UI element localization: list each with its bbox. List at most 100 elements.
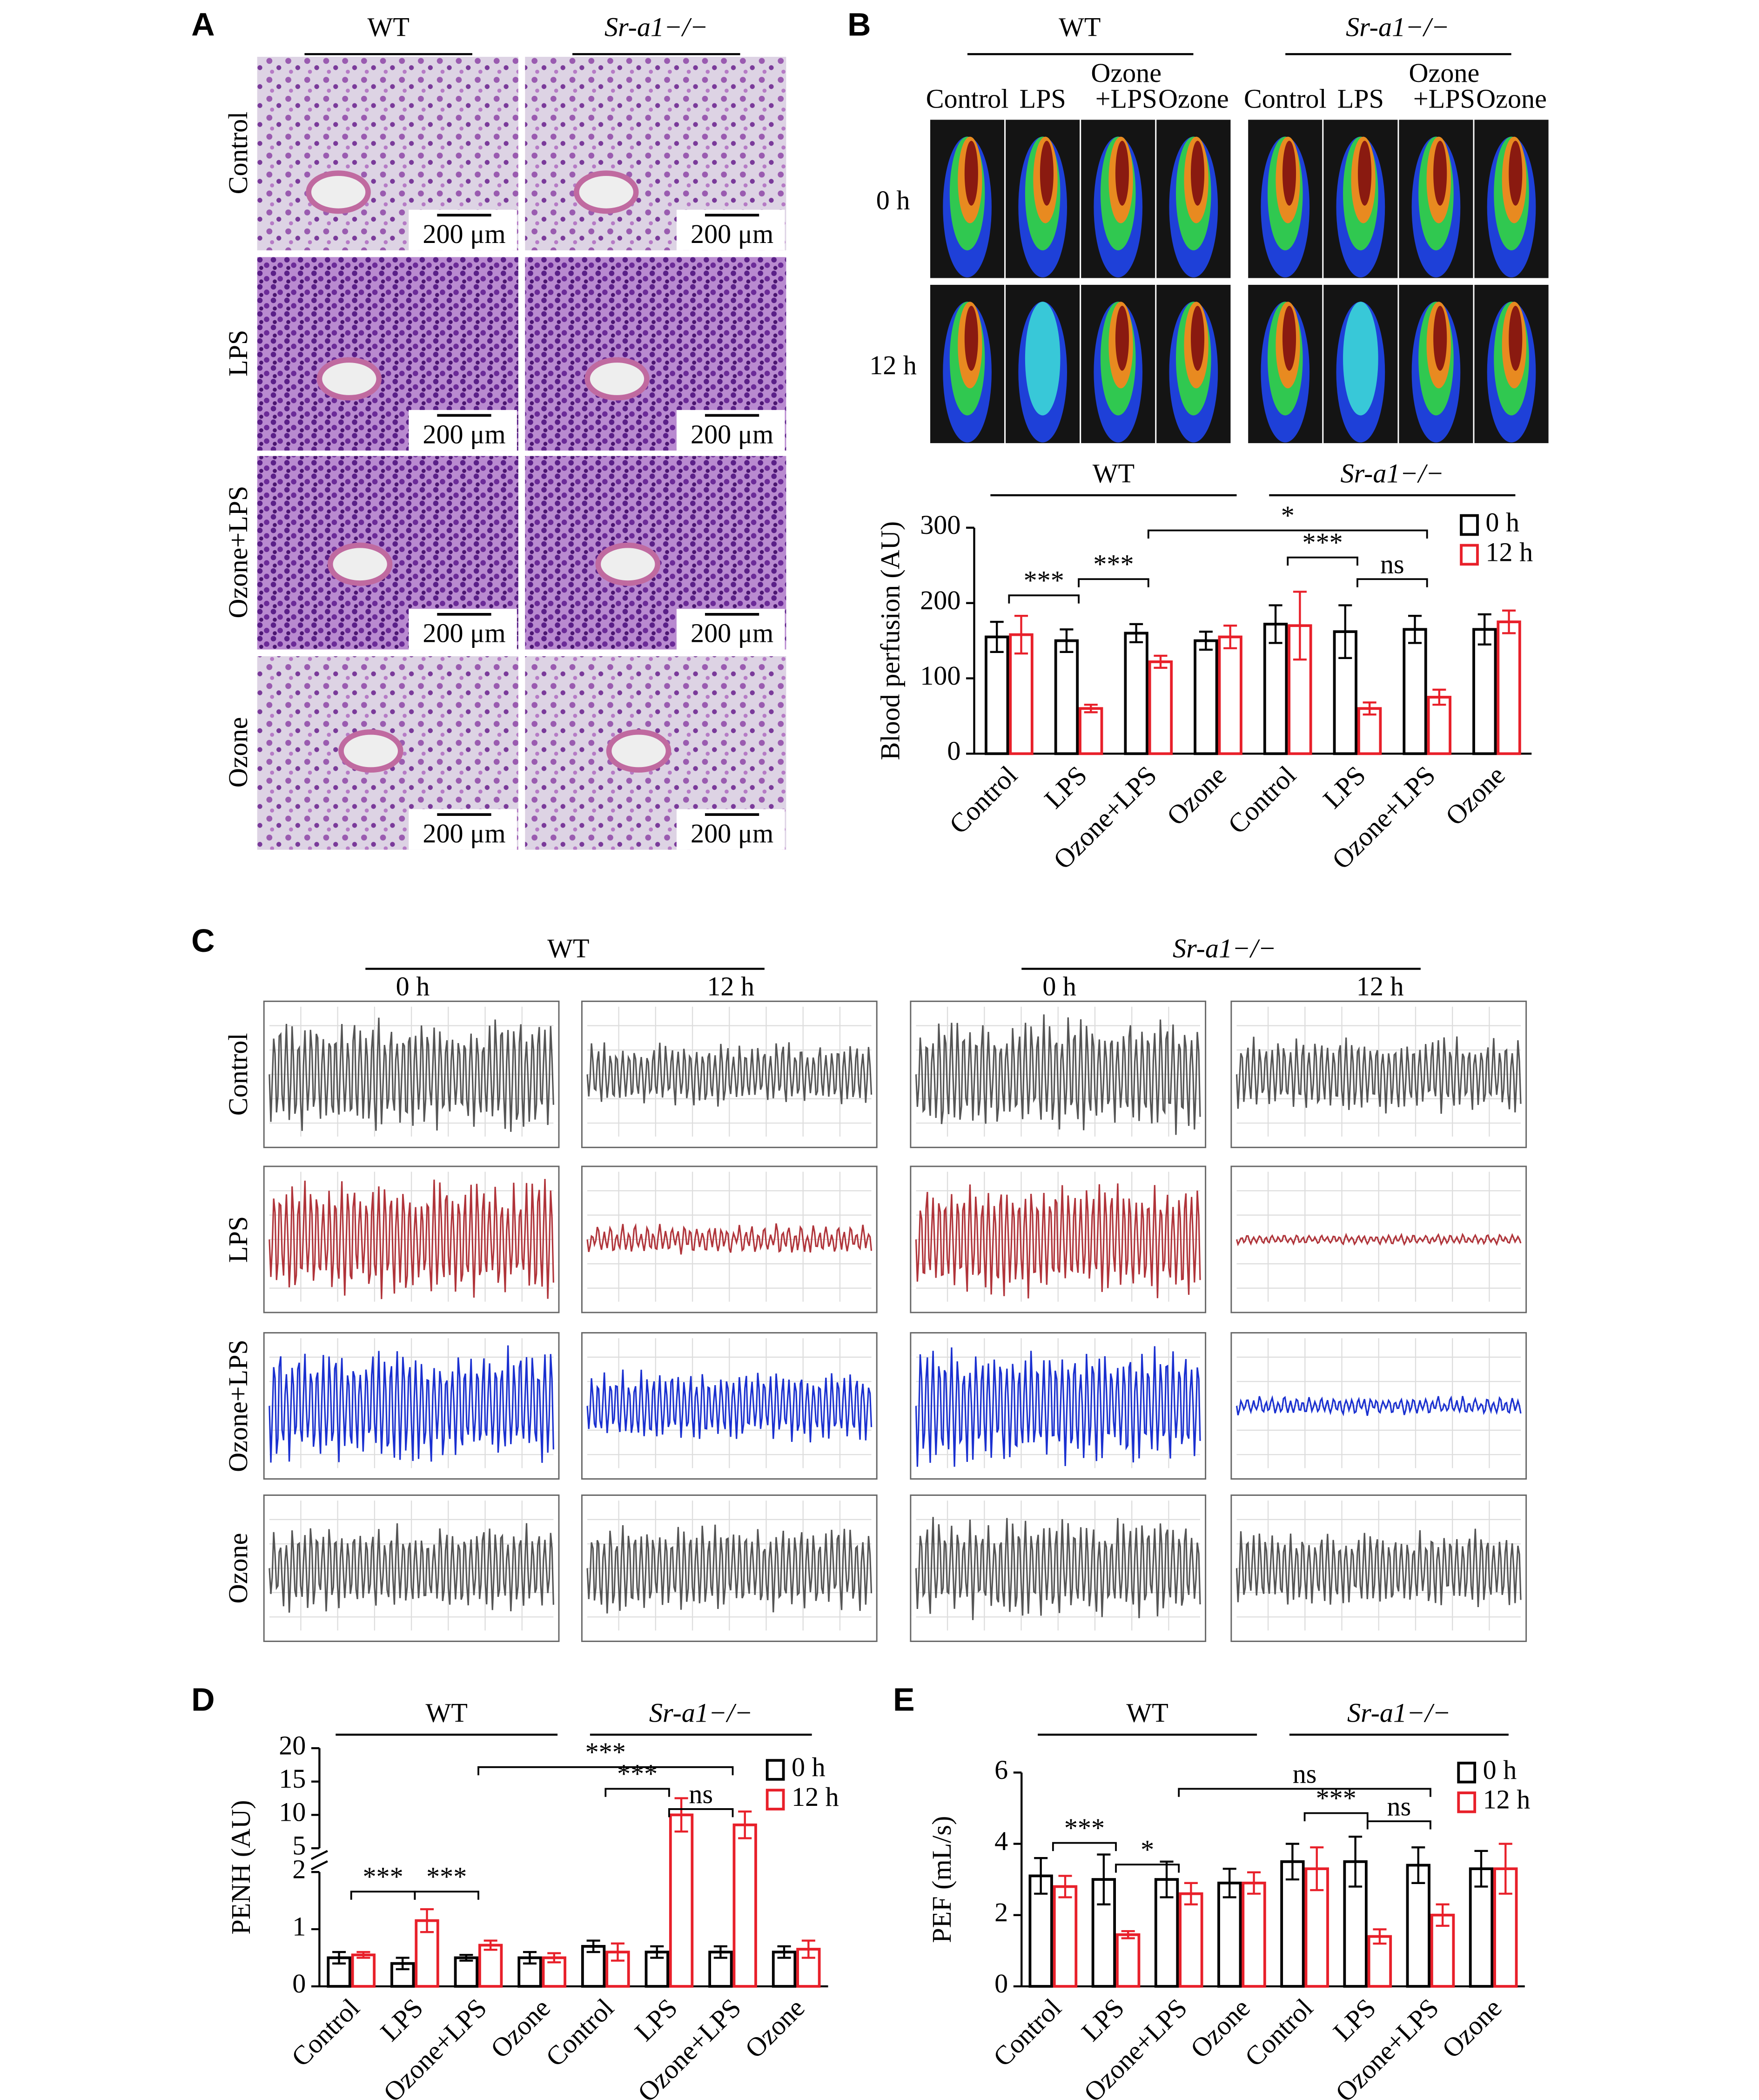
scale-label: 200 μm: [691, 618, 773, 648]
perfusion-green: [1025, 302, 1061, 416]
airway: [338, 729, 403, 773]
bar: [732, 1823, 757, 1988]
significance-label: ***: [617, 1759, 658, 1789]
column-header: WT: [367, 12, 409, 42]
airway: [327, 542, 393, 586]
significance-label: ***: [585, 1737, 626, 1767]
legend-swatch: [765, 1759, 785, 1781]
bar: [1116, 1933, 1141, 1988]
perfusion-red: [1040, 141, 1054, 206]
scale-label: 200 μm: [423, 419, 505, 449]
x-tick-label: LPS: [375, 1992, 429, 2047]
error-bar: [1199, 630, 1213, 651]
bar: [1357, 707, 1382, 755]
y-tick-label: 0: [947, 736, 960, 766]
significance-label: ***: [1064, 1813, 1105, 1843]
significance-bracket: [668, 1808, 734, 1817]
perfusion-red: [1509, 306, 1523, 371]
error-bar: [1222, 1867, 1236, 1898]
y-axis-label: Blood perfusion (AU): [875, 521, 905, 760]
error-bar: [483, 1939, 497, 1951]
significance-bracket: [1303, 1812, 1369, 1822]
legend-label: 12 h: [792, 1782, 839, 1812]
error-bar: [1408, 614, 1422, 644]
row-label: Control: [223, 112, 253, 195]
trace: [1235, 1395, 1522, 1417]
y-axis-label: PENH (AU): [226, 1800, 256, 1934]
bar: [669, 1813, 694, 1988]
condition-label: Ozone: [1091, 58, 1161, 88]
y-tick-label: 200: [920, 585, 960, 615]
error-bar: [1338, 604, 1352, 659]
bar: [1367, 1935, 1392, 1988]
x-tick-label: LPS: [1327, 1992, 1382, 2047]
significance-label: ns: [1293, 1759, 1317, 1789]
error-bar: [1269, 604, 1282, 644]
legend-label: 12 h: [1485, 537, 1533, 567]
error-bar: [1474, 1850, 1488, 1888]
scale-label: 200 μm: [691, 219, 773, 249]
legend-swatch: [1460, 544, 1479, 566]
trace: [586, 1223, 873, 1255]
error-bar: [1411, 1846, 1425, 1884]
legend-swatch: [1457, 1791, 1477, 1813]
x-tick-label: Control: [540, 1992, 620, 2073]
y-tick-label: 15: [279, 1763, 306, 1794]
group-header: Sr-a1−/−: [1347, 1698, 1451, 1728]
group-header: WT: [426, 1698, 468, 1728]
perfusion-red: [1433, 306, 1447, 371]
x-tick-label: Control: [943, 760, 1023, 840]
bar: [1472, 628, 1497, 755]
y-tick-label: 6: [994, 1755, 1008, 1785]
bar: [1179, 1892, 1203, 1988]
error-bar: [1436, 1903, 1450, 1927]
time-label: 12 h: [707, 971, 754, 1002]
error-bar: [1502, 609, 1516, 634]
bar: [517, 1956, 542, 1988]
row-label: Ozone: [223, 717, 253, 788]
error-bar: [1121, 1930, 1135, 1939]
error-bar: [674, 1797, 688, 1833]
scale-label: 200 μm: [423, 818, 505, 848]
significance-label: ***: [1316, 1783, 1356, 1813]
significance-bracket: [1366, 1820, 1431, 1830]
airway: [606, 729, 671, 773]
error-bar: [1154, 654, 1168, 669]
significance-label: ***: [426, 1861, 467, 1891]
error-bar: [1285, 1843, 1299, 1881]
condition-label: LPS: [1020, 83, 1066, 114]
trace: [915, 1346, 1201, 1467]
x-tick-label: Ozone: [739, 1992, 810, 2064]
airway: [316, 357, 382, 401]
row-label: 0 h: [876, 185, 910, 215]
panel-label: C: [191, 922, 215, 959]
perfusion-red: [1191, 141, 1205, 206]
bar: [1053, 1885, 1078, 1988]
perfusion-red: [1115, 141, 1129, 206]
time-label: 0 h: [396, 971, 430, 1002]
x-tick-label: Control: [1222, 760, 1302, 840]
airway: [573, 170, 639, 214]
perfusion-red: [1358, 141, 1372, 206]
error-bar: [420, 1908, 434, 1933]
group-header: Sr-a1−/−: [1346, 12, 1450, 42]
error-bar: [332, 1951, 346, 1965]
legend-swatch: [1460, 514, 1479, 536]
y-tick-label: 0: [292, 1968, 306, 1999]
panel-label: E: [893, 1682, 915, 1718]
y-tick-label: 10: [279, 1797, 306, 1827]
y-tick-label: 300: [920, 510, 960, 540]
legend-label: 0 h: [1485, 507, 1519, 537]
axis-break: [310, 1850, 328, 1860]
condition-label: Ozone: [1158, 83, 1229, 114]
bar: [478, 1944, 503, 1988]
perfusion-red: [1509, 141, 1523, 206]
trace: [915, 1183, 1201, 1299]
error-bar: [713, 1945, 727, 1959]
significance-bracket: [350, 1891, 416, 1900]
significance-bracket: [1078, 578, 1149, 587]
error-bar: [1160, 1860, 1174, 1898]
error-bar: [1363, 701, 1376, 716]
x-tick-label: Control: [987, 1992, 1067, 2073]
significance-bracket: [604, 1788, 670, 1797]
